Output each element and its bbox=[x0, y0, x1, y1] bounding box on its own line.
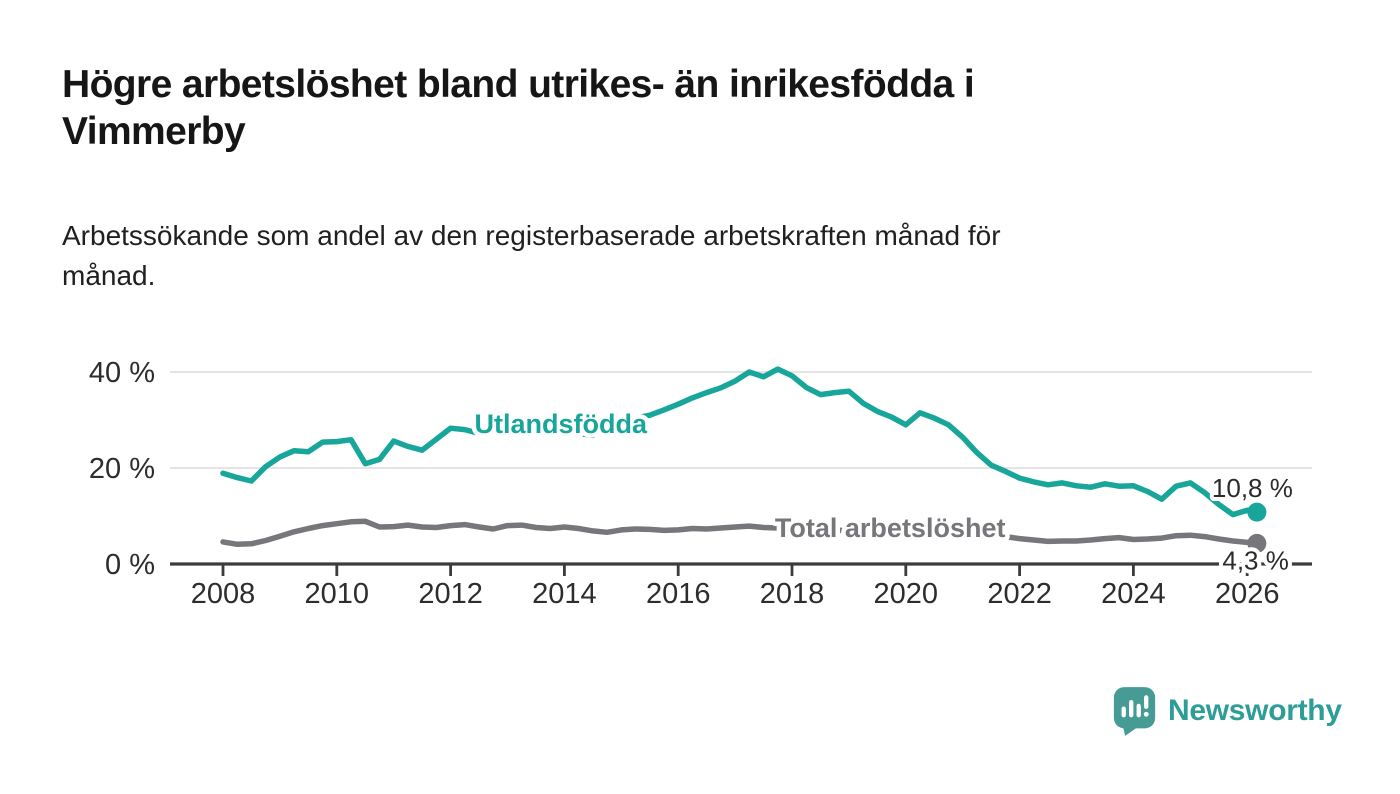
bar-chart-speech-bubble-icon bbox=[1113, 687, 1156, 736]
end-value-label: 10,8 % bbox=[1212, 473, 1293, 503]
series-end-dot bbox=[1247, 533, 1267, 553]
x-axis-tick-label: 2010 bbox=[305, 578, 370, 610]
y-axis-tick-label: 0 % bbox=[105, 549, 155, 581]
page-subtitle-line2: månad. bbox=[62, 260, 156, 292]
y-axis-tick-label: 40 % bbox=[89, 357, 155, 389]
newsworthy-logo: Newsworthy bbox=[1112, 686, 1342, 736]
newsworthy-wordmark: Newsworthy bbox=[1168, 694, 1342, 727]
page-subtitle: Arbetssökande som andel av den registerb… bbox=[62, 216, 1262, 296]
total-arbetsloshet-label: Total arbetslöshet bbox=[775, 513, 1006, 543]
page-title: Högre arbetslöshet bland utrikes- än inr… bbox=[62, 62, 1262, 156]
x-axis-tick-label: 2026 bbox=[1215, 578, 1280, 610]
x-axis-tick-label: 2014 bbox=[532, 578, 597, 610]
x-axis-tick-label: 2018 bbox=[760, 578, 825, 610]
x-axis-tick-label: 2016 bbox=[646, 578, 711, 610]
x-axis-tick-label: 2022 bbox=[987, 578, 1052, 610]
page-title-line1: Högre arbetslöshet bland utrikes- än inr… bbox=[62, 63, 975, 106]
x-axis-tick-label: 2020 bbox=[874, 578, 939, 610]
utlandsfodda-line bbox=[220, 366, 1260, 518]
total-arbetsloshet-line bbox=[220, 518, 1260, 548]
end-value-label: 4,3 % bbox=[1222, 545, 1289, 575]
page-title-line2: Vimmerby bbox=[62, 109, 246, 153]
series-end-dot bbox=[1247, 502, 1267, 522]
utlandsfodda-label: Utlandsfödda bbox=[474, 409, 647, 439]
x-axis-tick-label: 2008 bbox=[191, 578, 256, 610]
y-axis-tick-label: 20 % bbox=[89, 453, 155, 485]
x-axis-tick-label: 2024 bbox=[1101, 578, 1166, 610]
x-axis-tick-label: 2012 bbox=[418, 578, 483, 610]
page-subtitle-line1: Arbetssökande som andel av den registerb… bbox=[62, 220, 1001, 251]
